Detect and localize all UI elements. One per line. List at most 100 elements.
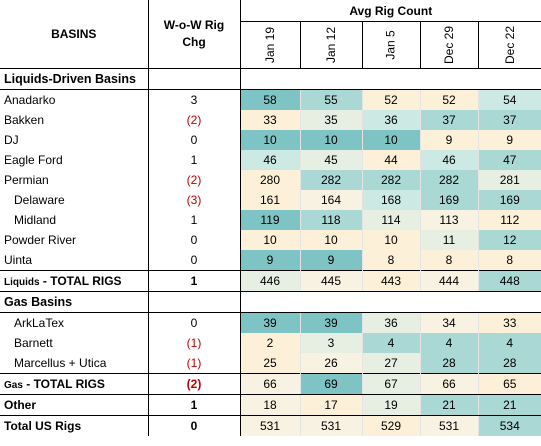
section-blank-cell: [148, 291, 241, 313]
row-dj: DJ 0 10 10 10 9 9: [0, 130, 541, 150]
basin-name: Eagle Ford: [0, 150, 149, 170]
row-liquids-total: Liquids - TOTAL RIGS 1 446 445 443 444 448: [0, 270, 541, 292]
rig-count-cell: 28: [420, 353, 479, 374]
section-row-gas: Gas Basins: [0, 291, 541, 313]
basin-name: ArkLaTex: [0, 312, 149, 333]
rig-count-cell: 168: [362, 190, 421, 210]
date-label: Dec 29: [442, 25, 456, 65]
row-other: Other 1 18 17 19 21 21: [0, 394, 541, 416]
date-header-4: Dec 22: [478, 21, 541, 69]
basin-name: Other: [0, 394, 149, 416]
rig-count-cell: 4: [362, 333, 421, 353]
wow-header-line2: Chg: [182, 35, 206, 49]
rig-count-cell: 21: [420, 394, 479, 416]
rig-count-cell: 54: [478, 89, 541, 110]
rig-count-cell: 19: [362, 394, 421, 416]
rig-count-cell: 25: [240, 353, 301, 374]
rig-count-cell: 445: [300, 270, 363, 292]
rig-count-cell: 52: [362, 89, 421, 110]
row-midland: Midland 1 119 118 114 113 112: [0, 210, 541, 230]
rig-count-cell: 112: [478, 210, 541, 230]
wow-change: 0: [148, 130, 241, 150]
rig-count-cell: 4: [420, 333, 479, 353]
rig-count-cell: 9: [478, 130, 541, 150]
total-label: - TOTAL RIGS: [39, 274, 122, 288]
rig-count-cell: 119: [240, 210, 301, 230]
basin-name: Marcellus + Utica: [0, 353, 149, 374]
rig-count-cell: 8: [478, 250, 541, 271]
rig-count-cell: 67: [362, 373, 421, 395]
basin-name: Powder River: [0, 230, 149, 250]
wow-header-line1: W-o-W Rig: [163, 18, 225, 32]
rig-count-cell: 3: [300, 333, 363, 353]
avg-rig-count-header: Avg Rig Count: [240, 0, 541, 22]
rig-count-cell: 66: [240, 373, 301, 395]
row-permian: Permian (2) 280 282 282 282 281: [0, 170, 541, 190]
wow-change: (1): [148, 353, 241, 374]
basin-name: Bakken: [0, 110, 149, 130]
date-label: Jan 5: [383, 30, 398, 60]
rig-count-cell: 10: [300, 230, 363, 250]
wow-change: 1: [148, 210, 241, 230]
wow-change: (3): [148, 190, 241, 210]
rig-count-cell: 531: [420, 415, 479, 436]
rig-count-cell: 58: [240, 89, 301, 110]
row-marcellus-utica: Marcellus + Utica (1) 25 26 27 28 28: [0, 353, 541, 374]
rig-count-cell: 12: [478, 230, 541, 250]
rig-count-cell: 531: [240, 415, 301, 436]
basin-name: Total US Rigs: [0, 415, 149, 436]
date-label: Jan 19: [263, 26, 277, 64]
section-blank-values: [240, 291, 541, 313]
rig-count-cell: 4: [478, 333, 541, 353]
rig-count-cell: 444: [420, 270, 479, 292]
wow-change: 1: [148, 394, 241, 416]
date-header-0: Jan 19: [240, 21, 301, 69]
basin-name: Midland: [0, 210, 149, 230]
total-label: - TOTAL RIGS: [22, 377, 105, 391]
row-barnett: Barnett (1) 2 3 4 4 4: [0, 333, 541, 353]
rig-count-cell: 21: [478, 394, 541, 416]
wow-change: (1): [148, 333, 241, 353]
rig-count-cell: 282: [362, 170, 421, 190]
rig-count-cell: 9: [240, 250, 301, 271]
rig-count-cell: 36: [362, 110, 421, 130]
rig-count-cell: 28: [478, 353, 541, 374]
rig-count-cell: 69: [300, 373, 363, 395]
section-title-gas: Gas Basins: [0, 291, 149, 313]
rig-count-cell: 8: [362, 250, 421, 271]
rig-count-cell: 52: [420, 89, 479, 110]
wow-change: 3: [148, 89, 241, 110]
date-header-3: Dec 29: [420, 21, 479, 69]
row-arklatex: ArkLaTex 0 39 39 36 34 33: [0, 312, 541, 333]
rig-count-cell: 33: [478, 312, 541, 333]
rig-count-cell: 114: [362, 210, 421, 230]
basin-name: Uinta: [0, 250, 149, 271]
basin-name: Delaware: [0, 190, 149, 210]
wow-change: (2): [148, 170, 241, 190]
rig-count-cell: 33: [240, 110, 301, 130]
rig-count-cell: 37: [420, 110, 479, 130]
row-eagle-ford: Eagle Ford 1 46 45 44 46 47: [0, 150, 541, 170]
rig-count-cell: 11: [420, 230, 479, 250]
rig-count-cell: 531: [300, 415, 363, 436]
wow-change: 0: [148, 250, 241, 271]
rig-count-cell: 2: [240, 333, 301, 353]
rig-count-cell: 26: [300, 353, 363, 374]
rig-count-cell: 45: [300, 150, 363, 170]
rig-count-cell: 281: [478, 170, 541, 190]
rig-count-cell: 169: [420, 190, 479, 210]
rig-count-cell: 34: [420, 312, 479, 333]
rig-count-cell: 534: [478, 415, 541, 436]
basin-name: Barnett: [0, 333, 149, 353]
row-delaware: Delaware (3) 161 164 168 169 169: [0, 190, 541, 210]
row-powder-river: Powder River 0 10 10 10 11 12: [0, 230, 541, 250]
rig-count-cell: 10: [362, 230, 421, 250]
wow-change: (2): [148, 373, 241, 395]
rig-count-cell: 169: [478, 190, 541, 210]
wow-change: (2): [148, 110, 241, 130]
basin-name: DJ: [0, 130, 149, 150]
rig-count-cell: 448: [478, 270, 541, 292]
rig-count-cell: 529: [362, 415, 421, 436]
rig-count-cell: 46: [420, 150, 479, 170]
rig-count-cell: 282: [420, 170, 479, 190]
